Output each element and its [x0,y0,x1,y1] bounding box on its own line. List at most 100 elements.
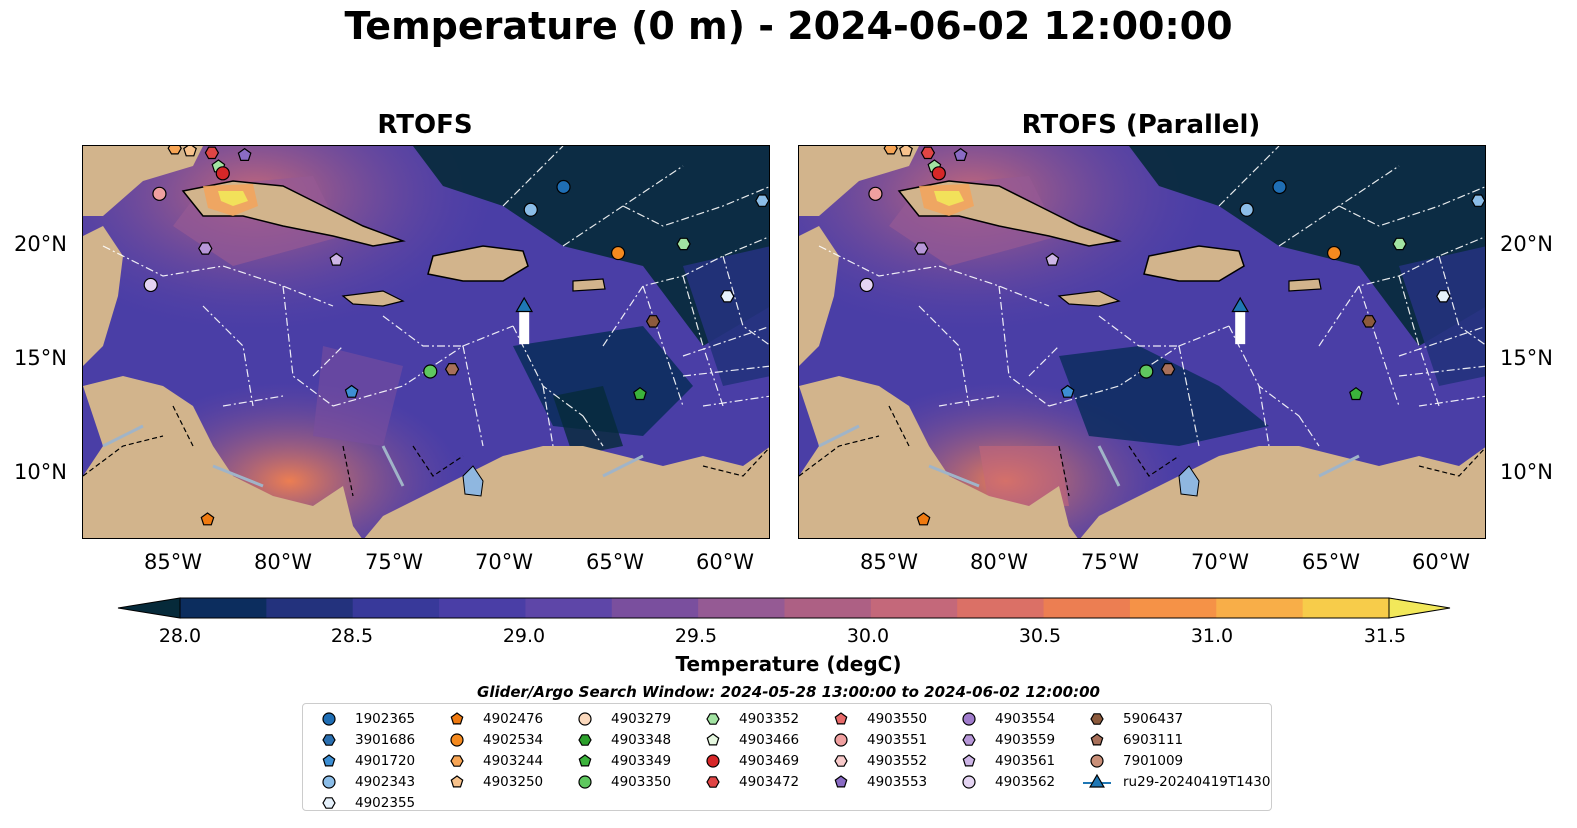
legend-marker-icon [450,755,464,767]
legend-label: 4903559 [995,732,1056,748]
legend-marker-icon [450,733,464,747]
glider-position-marker[interactable] [515,296,534,313]
float-marker[interactable] [1139,364,1154,379]
lon-label-80w: 80°W [254,550,312,574]
float-marker[interactable] [183,146,197,157]
colorbar-segment [1216,598,1304,618]
float-marker[interactable] [883,146,898,155]
colorbar-tick-label: 30.0 [846,625,890,647]
float-marker[interactable] [1045,252,1060,266]
float-marker[interactable] [143,277,158,293]
float-marker[interactable] [859,277,874,293]
float-marker[interactable] [200,512,215,526]
float-marker[interactable] [611,245,626,261]
float-marker[interactable] [914,242,929,255]
float-marker[interactable] [344,384,359,398]
float-marker[interactable] [676,237,691,251]
float-marker[interactable] [152,186,167,201]
float-marker[interactable] [916,512,931,526]
float-marker[interactable] [720,290,735,303]
float-marker[interactable] [523,202,538,217]
legend-marker-icon [706,733,720,746]
float-marker[interactable] [1327,245,1342,261]
panel-title-rtofs: RTOFS [377,110,473,140]
float-marker[interactable] [1160,363,1176,376]
float-marker[interactable] [1272,179,1287,195]
legend-label: 4903349 [611,753,672,769]
colorbar-tick-label: 28.0 [158,625,202,647]
lat-label-20n-right: 20°N [1500,232,1553,256]
legend: 1902365 3901686 4901720 4902343 4902355 49024… [302,703,1272,811]
legend-marker-icon [706,776,720,788]
float-marker[interactable] [1349,386,1363,401]
colorbar-segment [1043,598,1131,618]
legend-label: 4903562 [995,774,1056,790]
legend-marker-icon [834,712,848,725]
legend-marker-icon [834,775,848,788]
legend-marker-icon [450,775,464,788]
float-marker[interactable] [1436,290,1451,303]
float-marker[interactable] [329,252,344,266]
colorbar-segment [525,598,613,618]
lon-label-60w: 60°W [696,550,754,574]
float-marker[interactable] [755,194,769,207]
float-marker[interactable] [920,146,936,160]
colorbar-tick-label: 29.5 [674,625,718,647]
map-canvas [83,146,769,538]
float-marker[interactable] [204,146,220,160]
legend-label: 6903111 [1123,732,1184,748]
legend-marker-icon [706,713,720,725]
float-marker[interactable] [1060,384,1075,398]
legend-marker-icon [962,734,976,746]
float-marker[interactable] [899,146,913,157]
legend-label: 4903348 [611,732,672,748]
legend-marker-icon [578,775,592,789]
legend-label: 4903466 [739,732,800,748]
float-marker[interactable] [1392,237,1407,251]
float-marker[interactable] [645,315,661,328]
legend-marker-icon [962,712,976,726]
legend-label: 4903469 [739,753,800,769]
map-panel-rtofs-parallel[interactable] [798,145,1486,539]
float-marker[interactable] [556,179,571,195]
legend-marker-icon [706,754,720,768]
legend-marker-icon [322,775,336,789]
legend-marker-icon [834,755,848,767]
float-marker[interactable] [953,147,968,161]
float-marker[interactable] [1471,194,1485,207]
colorbar-segment [784,598,872,618]
float-marker[interactable] [198,242,213,255]
float-marker[interactable] [868,186,883,201]
legend-marker-icon [1090,713,1104,725]
colorbar-tick-label: 30.5 [1018,625,1062,647]
glider-track [1231,296,1250,345]
legend-label: 4901720 [355,753,416,769]
legend-label: 7901009 [1123,753,1184,769]
lon-label-85w-p2: 85°W [860,550,918,574]
float-marker[interactable] [167,146,182,155]
float-marker[interactable] [1239,202,1254,217]
legend-marker-icon [962,754,976,767]
float-marker[interactable] [931,166,946,181]
legend-marker-icon [450,712,464,725]
glider-position-marker[interactable] [1231,296,1250,313]
colorbar [0,596,1577,620]
colorbar-outline [179,597,1390,619]
float-marker[interactable] [1361,315,1377,328]
float-marker[interactable] [633,386,647,401]
float-marker[interactable] [237,147,252,161]
colorbar-tick-label: 31.5 [1363,625,1407,647]
float-marker[interactable] [215,166,230,181]
colorbar-tick-label: 31.0 [1190,625,1234,647]
colorbar-segment [266,598,354,618]
map-panel-rtofs[interactable] [82,145,770,539]
legend-marker-icon [322,754,336,767]
float-marker[interactable] [423,364,438,379]
legend-label: 4903561 [995,753,1056,769]
legend-label: 4903350 [611,774,672,790]
legend-label: ru29-20240419T1430 [1123,774,1271,790]
colorbar-bar [117,597,1451,619]
float-marker[interactable] [444,363,460,376]
float-markers [859,146,1485,526]
map-canvas [799,146,1485,538]
